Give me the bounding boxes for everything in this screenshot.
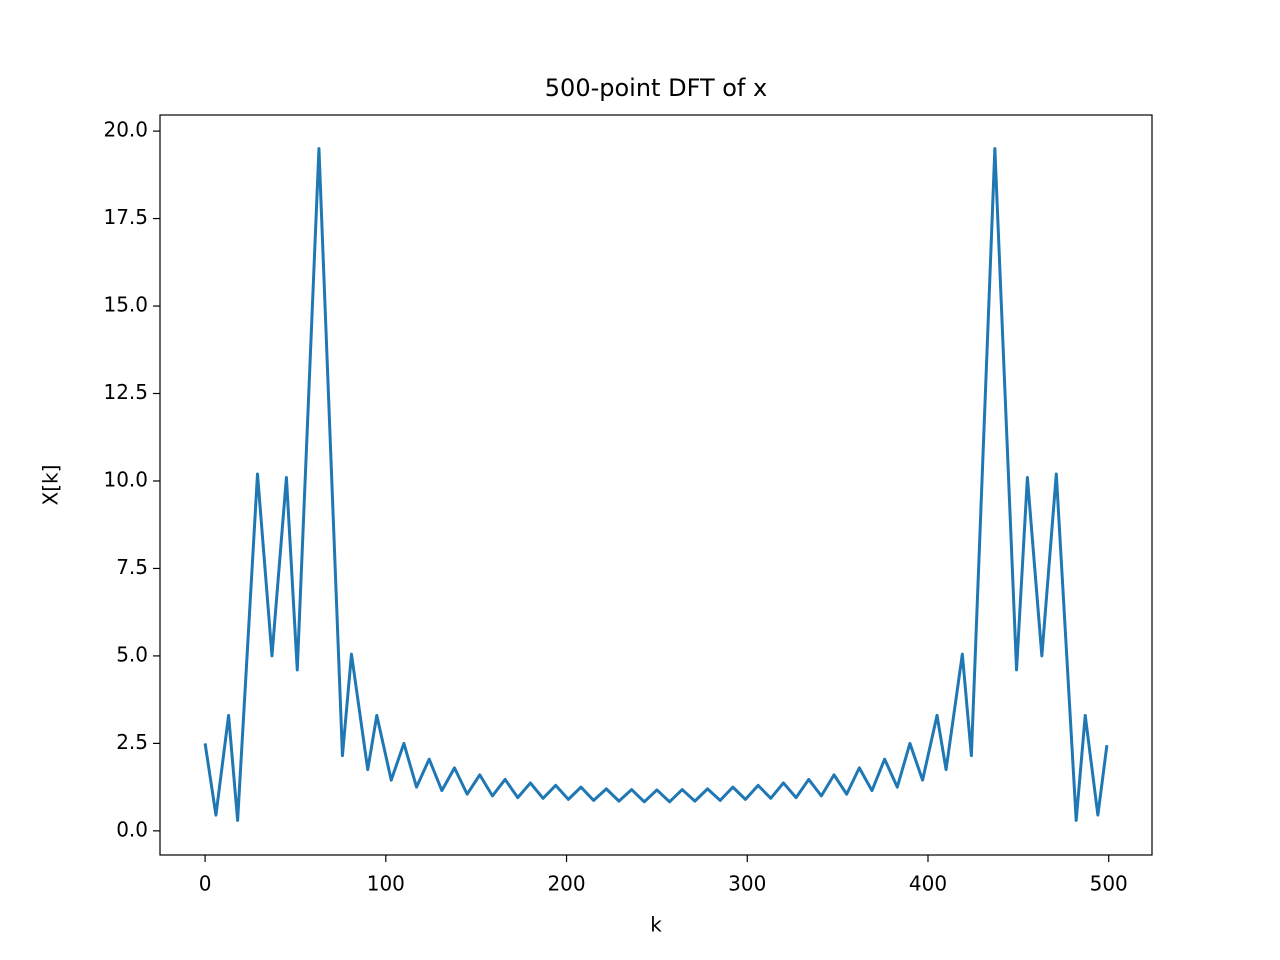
plot-frame: [159, 114, 1153, 856]
x-tick-label: 400: [909, 872, 947, 896]
y-tick-label: 17.5: [103, 205, 148, 229]
y-tick-label: 7.5: [116, 555, 148, 579]
x-tick-label: 200: [547, 872, 585, 896]
y-axis-label: X[k]: [39, 465, 63, 506]
data-line: [203, 147, 1109, 822]
x-tick-label: 300: [728, 872, 766, 896]
x-tick-label: 100: [367, 872, 405, 896]
y-tick-label: 10.0: [103, 467, 148, 491]
y-tick-label: 20.0: [103, 118, 148, 142]
y-tick-label: 15.0: [103, 293, 148, 317]
x-tick-label: 500: [1090, 872, 1128, 896]
x-axis-label: k: [650, 913, 662, 937]
y-tick-label: 0.0: [116, 817, 148, 841]
y-tick-label: 2.5: [116, 730, 148, 754]
y-tick-label: 12.5: [103, 380, 148, 404]
x-tick-label: 0: [199, 872, 212, 896]
chart-title: 500-point DFT of x: [545, 74, 767, 102]
y-tick-label: 5.0: [116, 642, 148, 666]
